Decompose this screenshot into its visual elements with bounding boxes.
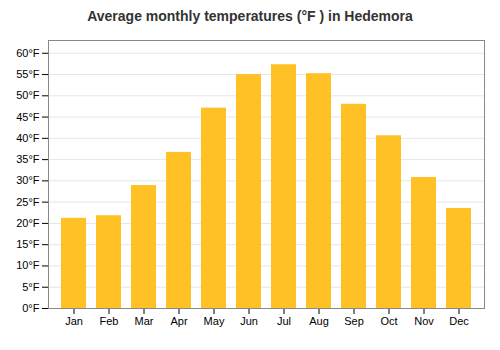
svg-text:Nov: Nov <box>414 315 434 327</box>
svg-text:Jan: Jan <box>65 315 83 327</box>
svg-text:0°F: 0°F <box>22 302 40 314</box>
svg-text:60°F: 60°F <box>16 47 40 59</box>
svg-text:Sep: Sep <box>344 315 364 327</box>
svg-text:25°F: 25°F <box>16 196 40 208</box>
svg-text:Apr: Apr <box>170 315 187 327</box>
svg-text:Jun: Jun <box>240 315 258 327</box>
svg-text:Feb: Feb <box>100 315 119 327</box>
svg-text:5°F: 5°F <box>22 281 40 293</box>
svg-text:Oct: Oct <box>380 315 397 327</box>
svg-text:45°F: 45°F <box>16 111 40 123</box>
svg-text:55°F: 55°F <box>16 68 40 80</box>
html-text:Average monthly temperatures (: Average monthly temperatures (°F ) in He… <box>87 8 413 24</box>
svg-text:Mar: Mar <box>135 315 154 327</box>
svg-text:40°F: 40°F <box>16 132 40 144</box>
svg-text:Aug: Aug <box>309 315 329 327</box>
svg-text:May: May <box>204 315 225 327</box>
svg-text:10°F: 10°F <box>16 259 40 271</box>
svg-text:50°F: 50°F <box>16 89 40 101</box>
svg-text:15°F: 15°F <box>16 238 40 250</box>
svg-text:Dec: Dec <box>449 315 469 327</box>
svg-text:35°F: 35°F <box>16 153 40 165</box>
svg-text:20°F: 20°F <box>16 217 40 229</box>
svg-text:30°F: 30°F <box>16 174 40 186</box>
svg-text:Jul: Jul <box>277 315 291 327</box>
